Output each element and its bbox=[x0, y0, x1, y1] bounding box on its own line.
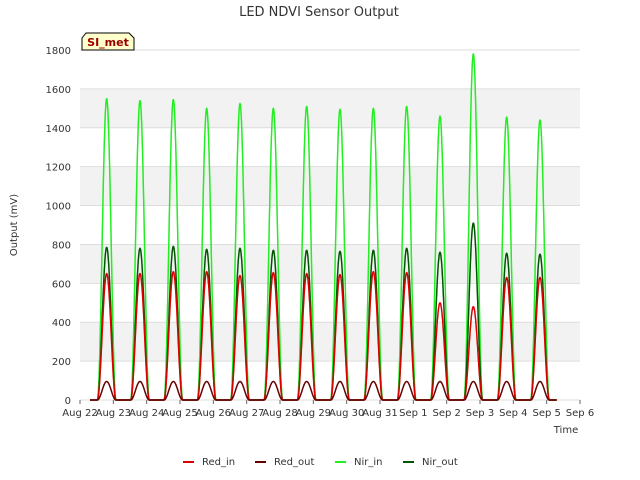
y-tick-label: 1200 bbox=[46, 163, 71, 174]
x-tick-label: Sep 1 bbox=[399, 408, 427, 419]
x-tick-label: Sep 3 bbox=[466, 408, 494, 419]
legend: Red_in Red_out Nir_in Nir_out bbox=[183, 457, 458, 468]
plot-band bbox=[80, 283, 580, 323]
x-tick-label: Sep 2 bbox=[432, 408, 460, 419]
y-tick-label: 0 bbox=[65, 396, 71, 407]
y-tick-label: 1400 bbox=[46, 124, 71, 135]
plot-band bbox=[80, 166, 580, 206]
y-tick-label: 1600 bbox=[46, 85, 71, 96]
y-axis-label: Output (mV) bbox=[9, 194, 20, 256]
plot-band bbox=[80, 361, 580, 400]
x-tick-label: Aug 25 bbox=[162, 408, 197, 419]
series-lines bbox=[89, 53, 558, 401]
plot-band bbox=[80, 88, 580, 128]
x-axis-label: Time bbox=[553, 425, 578, 436]
plot-band bbox=[80, 205, 580, 245]
x-tick-label: Aug 31 bbox=[362, 408, 397, 419]
y-tick-label: 800 bbox=[52, 240, 71, 251]
plot-band bbox=[80, 244, 580, 284]
site-badge: SI_met bbox=[81, 32, 135, 51]
plot-band bbox=[80, 50, 580, 89]
y-tick-label: 200 bbox=[52, 357, 71, 368]
legend-label: Red_out bbox=[274, 457, 314, 468]
y-tick-label: 1000 bbox=[46, 202, 71, 213]
x-tick-label: Aug 27 bbox=[229, 408, 264, 419]
grid-lines bbox=[80, 49, 580, 401]
x-tick-label: Sep 6 bbox=[566, 408, 594, 419]
x-tick-label: Aug 23 bbox=[96, 408, 131, 419]
series-line-red-out bbox=[89, 380, 558, 401]
y-tick-label: 600 bbox=[52, 279, 71, 290]
y-tick-label: 400 bbox=[52, 318, 71, 329]
x-tick-label: Sep 4 bbox=[499, 408, 527, 419]
site-badge-label: SI_met bbox=[87, 36, 129, 49]
x-tick-label: Aug 24 bbox=[129, 408, 164, 419]
x-tick-label: Aug 29 bbox=[296, 408, 331, 419]
x-tick-label: Aug 26 bbox=[196, 408, 231, 419]
legend-label: Red_in bbox=[202, 457, 235, 468]
y-axis-ticks: 0 200 400 600 800 1000 1200 1400 1600 1800 bbox=[46, 46, 71, 407]
x-tick-label: Aug 28 bbox=[262, 408, 297, 419]
x-tick-label: Aug 30 bbox=[329, 408, 364, 419]
x-tick-label: Sep 5 bbox=[532, 408, 560, 419]
plot-band bbox=[80, 127, 580, 167]
chart-title: LED NDVI Sensor Output bbox=[239, 5, 399, 20]
legend-label: Nir_out bbox=[422, 457, 458, 468]
y-tick-label: 1800 bbox=[46, 46, 71, 57]
legend-label: Nir_in bbox=[354, 457, 383, 468]
x-tick-label: Aug 22 bbox=[62, 408, 97, 419]
plot-band bbox=[80, 322, 580, 362]
plot-background bbox=[80, 50, 580, 400]
